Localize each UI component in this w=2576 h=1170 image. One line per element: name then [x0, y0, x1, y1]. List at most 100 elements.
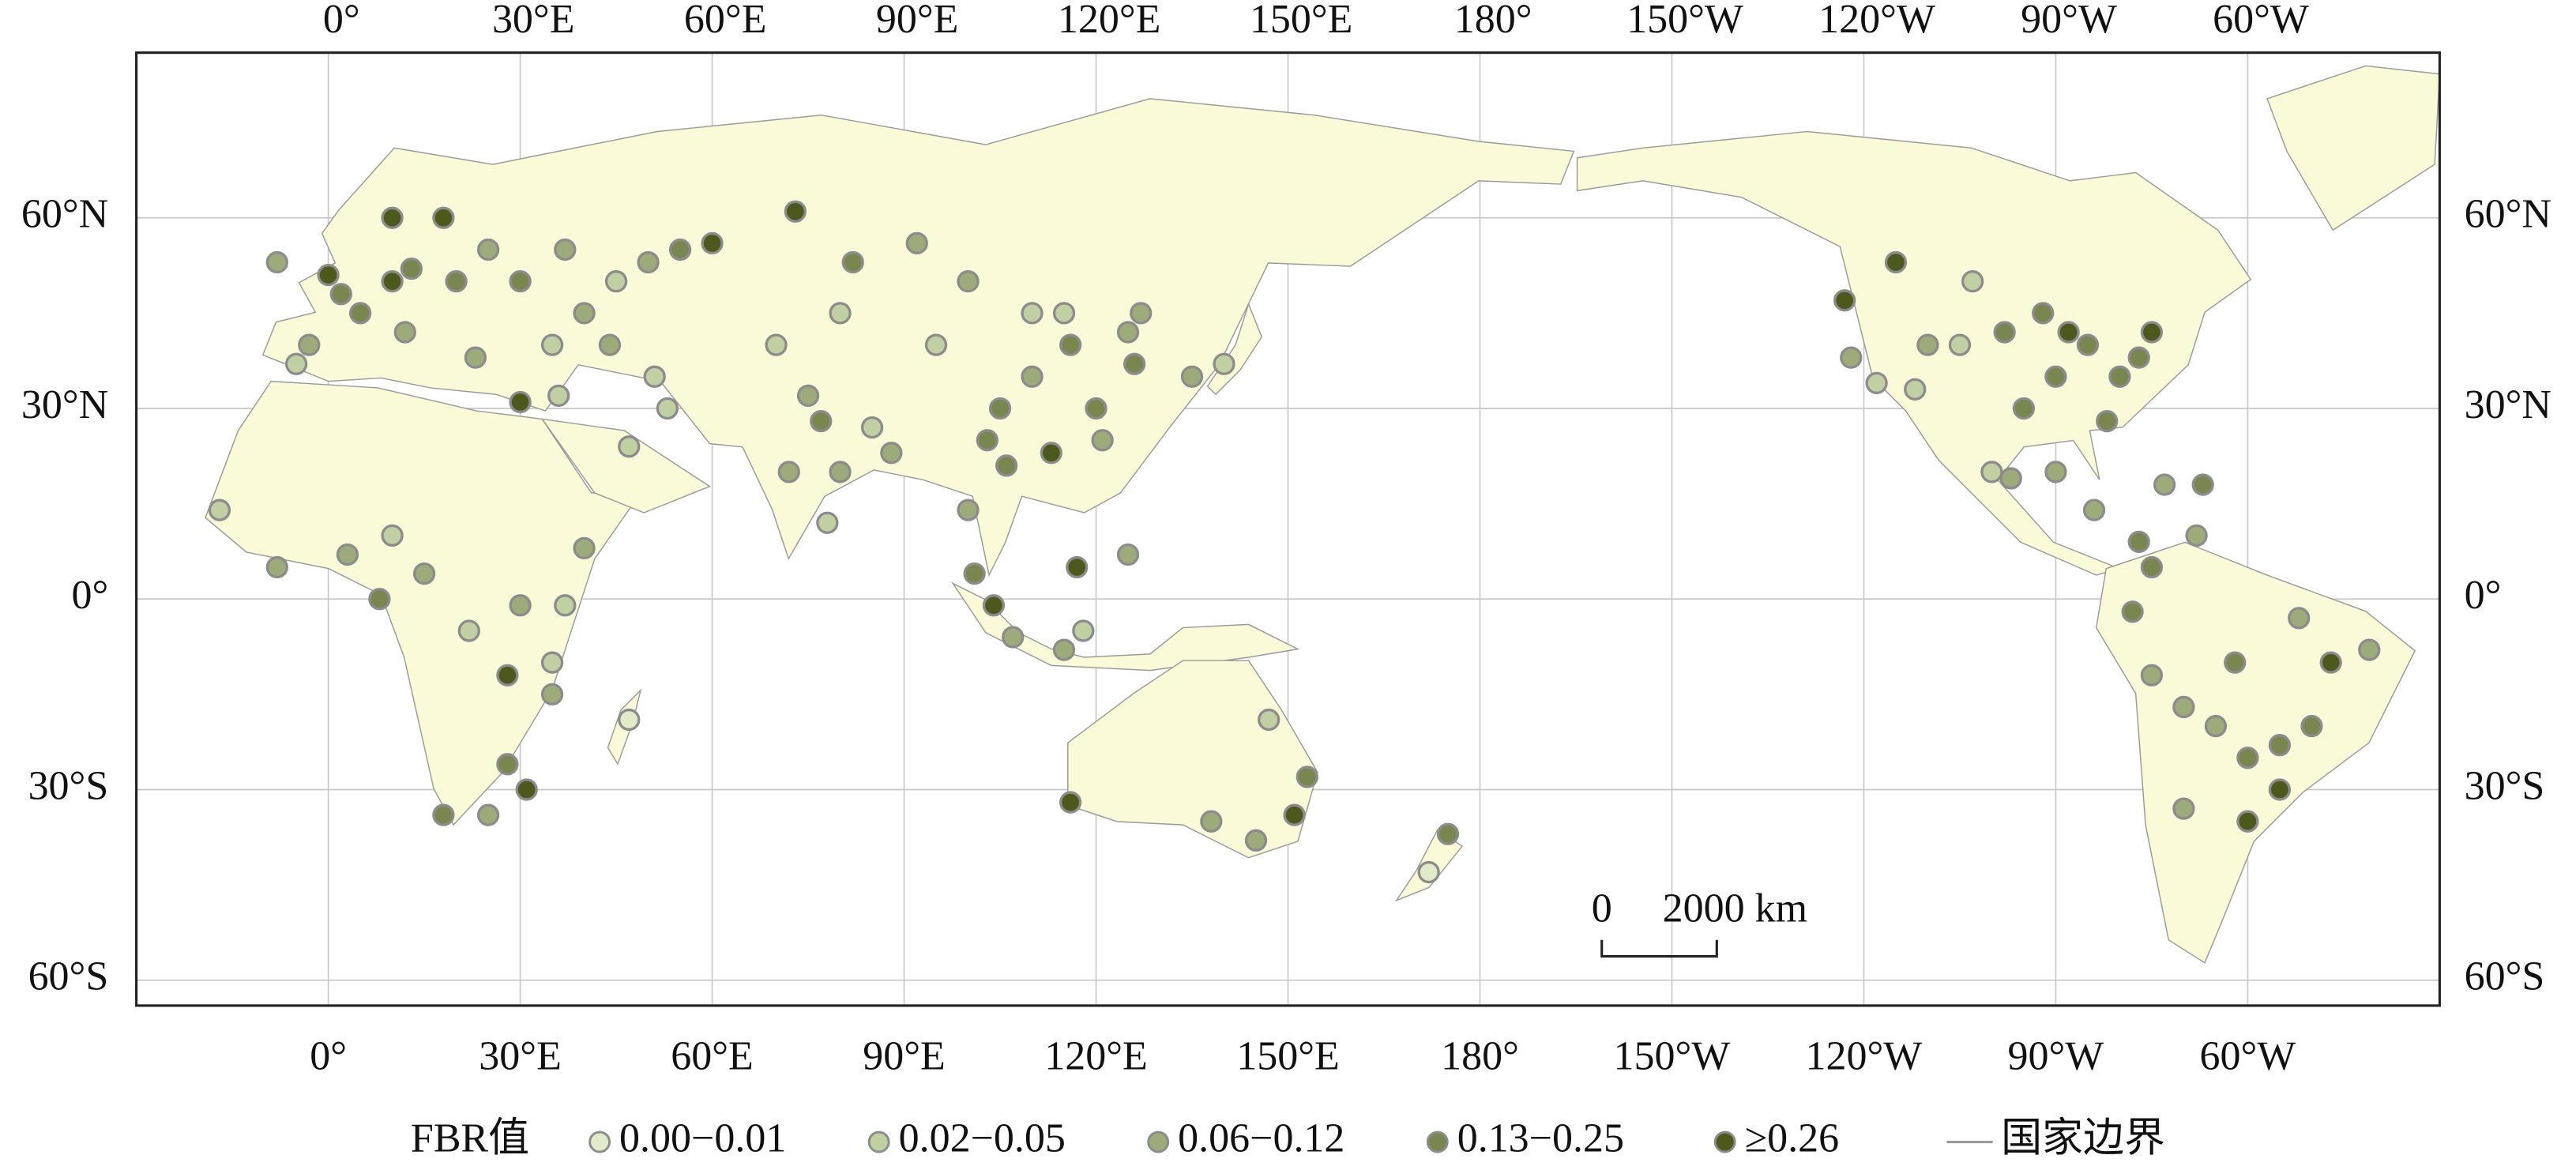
- site-point: [2140, 321, 2164, 344]
- right-tick-label: 30°N: [2465, 382, 2552, 427]
- site-point: [1296, 766, 1318, 788]
- land: [205, 65, 2441, 964]
- site-point: [2204, 714, 2228, 738]
- site-point: [1180, 365, 1204, 388]
- site-point: [668, 238, 692, 261]
- site-point: [957, 270, 980, 293]
- top-tick-label: 120°W: [1818, 0, 1935, 42]
- site-point: [1417, 860, 1440, 884]
- site-point: [2172, 797, 2195, 820]
- site-point: [540, 683, 564, 706]
- site-point: [298, 333, 321, 356]
- site-point: [2096, 409, 2119, 433]
- bottom-tick-label: 150°W: [1614, 1033, 1731, 1078]
- site-point: [2127, 346, 2150, 369]
- scale-end: 2000 km: [1663, 886, 1807, 931]
- site-point: [701, 231, 724, 255]
- top-tick-label: 90°W: [2021, 0, 2117, 42]
- map-frame: [135, 51, 2441, 1007]
- site-point: [1833, 289, 1856, 312]
- site-point: [400, 257, 423, 280]
- site-point: [2191, 473, 2214, 496]
- site-point: [995, 454, 1018, 477]
- site-point: [2057, 321, 2080, 344]
- site-point: [1040, 442, 1062, 465]
- site-point: [598, 333, 622, 356]
- site-point: [2153, 473, 2176, 496]
- top-tick-label: 60°W: [2213, 0, 2309, 42]
- site-point: [1865, 371, 1888, 394]
- site-point: [432, 803, 455, 826]
- site-point: [829, 302, 852, 325]
- site-point: [1213, 352, 1235, 375]
- site-point: [988, 397, 1012, 420]
- site-point: [1085, 397, 1107, 420]
- site-point: [976, 429, 998, 452]
- site-point: [1091, 429, 1114, 452]
- site-point: [2300, 714, 2323, 738]
- site-point: [1904, 378, 1927, 401]
- site-point: [573, 536, 596, 560]
- australia: [1067, 660, 1318, 859]
- legend-title: FBR值: [411, 1115, 529, 1161]
- site-point: [393, 321, 416, 344]
- site-point: [784, 200, 807, 223]
- site-point: [540, 651, 564, 674]
- site-point: [1072, 619, 1095, 642]
- legend-label: 0.06−0.12: [1178, 1115, 1344, 1161]
- site-point: [2044, 365, 2067, 388]
- site-point: [464, 346, 487, 369]
- site-point: [957, 498, 980, 521]
- site-point: [656, 397, 679, 420]
- site-point: [618, 708, 641, 732]
- bottom-tick-label: 150°E: [1236, 1033, 1340, 1078]
- scale-bar: 0 2000 km: [1592, 886, 1807, 958]
- site-point: [2268, 734, 2292, 757]
- site-point: [1840, 346, 1863, 369]
- points: [208, 200, 2381, 884]
- top-tick-label: 150°W: [1626, 0, 1743, 42]
- site-point: [1200, 810, 1223, 833]
- legend-label: 国家边界: [2001, 1115, 2165, 1161]
- top-tick-label: 30°E: [492, 0, 575, 42]
- site-point: [1980, 461, 2003, 483]
- site-point: [2127, 530, 2150, 554]
- site-point: [1948, 333, 1972, 356]
- site-point: [618, 435, 641, 458]
- top-tick-label: 150°E: [1250, 0, 1353, 42]
- bottom-tick-label: 0°: [310, 1033, 347, 1078]
- site-point: [1052, 638, 1076, 661]
- site-point: [1021, 302, 1044, 325]
- site-point: [509, 594, 532, 617]
- site-point: [924, 333, 948, 356]
- site-point: [476, 803, 500, 826]
- site-point: [317, 263, 340, 287]
- right-tick-label: 60°S: [2465, 954, 2545, 999]
- site-point: [368, 588, 391, 611]
- legend-swatch: [1147, 1130, 1170, 1153]
- site-point: [2224, 651, 2247, 674]
- site-point: [457, 619, 480, 642]
- site-point: [432, 206, 455, 229]
- site-point: [445, 270, 468, 293]
- site-point: [905, 231, 928, 255]
- site-point: [573, 302, 596, 325]
- scale-start: 0: [1592, 886, 1612, 931]
- site-point: [208, 498, 231, 521]
- site-point: [412, 562, 436, 585]
- top-tick-label: 90°E: [876, 0, 959, 42]
- site-point: [963, 562, 986, 585]
- site-point: [1916, 333, 1939, 356]
- legend-label: 0.02−0.05: [899, 1115, 1066, 1161]
- site-point: [496, 753, 519, 776]
- legend-swatch: [1426, 1130, 1449, 1153]
- site-point: [1021, 365, 1044, 388]
- bottom-tick-label: 180°: [1441, 1033, 1519, 1078]
- top-tick-label: 0°: [323, 0, 360, 42]
- legend-label: 0.00−0.01: [619, 1115, 786, 1161]
- site-point: [2076, 333, 2100, 356]
- site-point: [547, 384, 570, 408]
- left-tick-label: 30°N: [21, 382, 108, 427]
- site-point: [2140, 555, 2164, 579]
